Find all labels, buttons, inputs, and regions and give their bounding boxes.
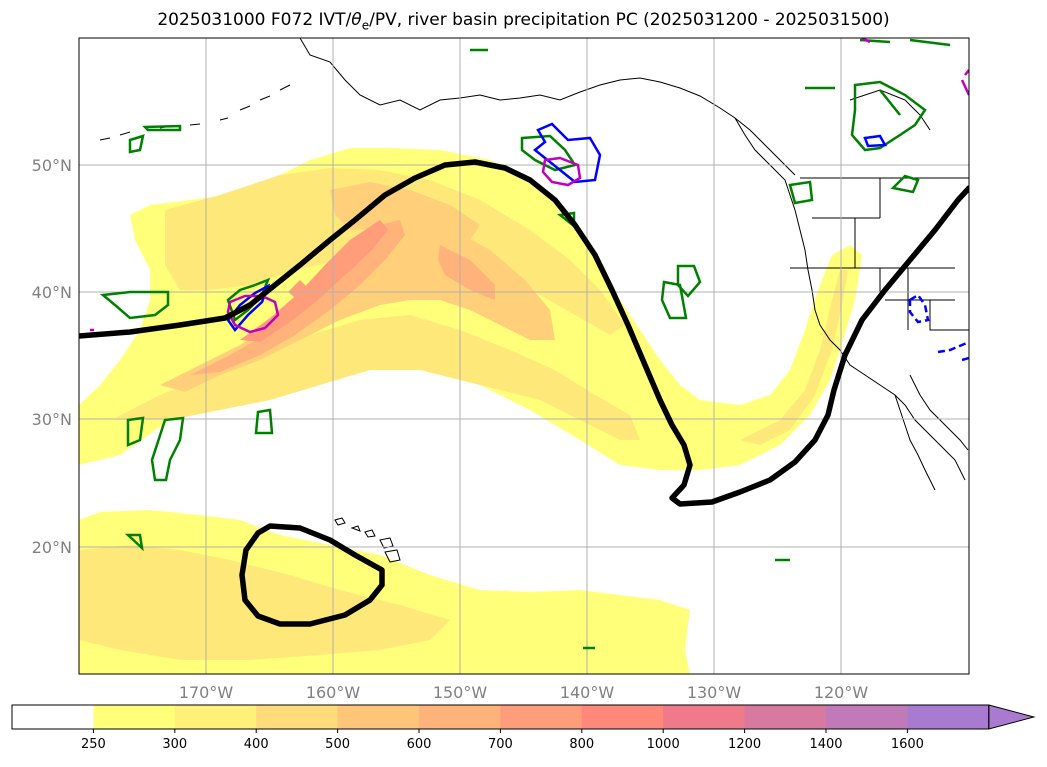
blue-contour-dashed bbox=[908, 293, 930, 324]
map-title: 2025031000 F072 IVT/θe/PV, river basin p… bbox=[0, 10, 1047, 32]
colorbar-tick-label: 1200 bbox=[728, 737, 761, 752]
lon-label-120w: 120°W bbox=[814, 683, 869, 702]
green-contour bbox=[676, 264, 702, 298]
magenta-contour bbox=[90, 38, 871, 332]
magenta-contour bbox=[226, 294, 280, 334]
green-contour bbox=[470, 38, 951, 90]
lon-label-160w: 160°W bbox=[306, 683, 361, 702]
pv-contours bbox=[79, 159, 969, 627]
title-theta: θ bbox=[351, 10, 362, 30]
colorbar-tick-label: 1400 bbox=[809, 737, 842, 752]
green-contour bbox=[99, 290, 170, 320]
colorbar-segment bbox=[581, 705, 664, 729]
title-prefix: 2025031000 F072 IVT/ bbox=[157, 10, 352, 30]
title-theta-subscript: e bbox=[361, 18, 370, 33]
green-contour bbox=[126, 416, 145, 447]
hudson-bay-coast bbox=[849, 89, 931, 131]
colorbar-segment bbox=[93, 705, 176, 729]
colorbar-segment bbox=[174, 705, 257, 729]
colorbar-segment bbox=[419, 705, 501, 729]
colorbar-tick-label: 400 bbox=[244, 737, 269, 752]
lon-label-150w: 150°W bbox=[433, 683, 488, 702]
blue-contour-dashed bbox=[937, 340, 969, 362]
state-boundaries bbox=[790, 178, 969, 331]
colorbar: 250 300 400 500 600 700 800 1000 1200 1400 1600 bbox=[11, 704, 1036, 752]
ivt-fill-spot-5 bbox=[288, 280, 310, 300]
colorbar-segment bbox=[744, 705, 827, 729]
colorbar-tick-label: 1600 bbox=[891, 737, 924, 752]
coastlines bbox=[99, 38, 969, 563]
colorbar-tick-label: 800 bbox=[569, 737, 594, 752]
green-contour bbox=[520, 134, 578, 172]
longitude-labels: 170°W 160°W 150°W 140°W 130°W 120°W bbox=[179, 683, 869, 702]
magenta-contours bbox=[90, 38, 969, 334]
green-contour bbox=[124, 533, 144, 552]
green-contour bbox=[583, 558, 790, 650]
colorbar-segment bbox=[826, 705, 908, 729]
green-contour bbox=[254, 408, 274, 435]
colorbar-extend-arrow bbox=[988, 704, 1036, 730]
blue-contour bbox=[863, 134, 888, 148]
map-frame bbox=[78, 37, 970, 675]
colorbar-segment bbox=[256, 705, 339, 729]
green-contour bbox=[890, 174, 920, 194]
colorbar-segment bbox=[12, 705, 94, 729]
hawaii-islands bbox=[334, 517, 401, 563]
ivt-fill-layer-2 bbox=[79, 168, 848, 660]
blue-contours bbox=[226, 122, 969, 362]
lat-label-20n: 20°N bbox=[32, 538, 72, 557]
colorbar-tick-label: 300 bbox=[162, 737, 187, 752]
colorbar-tick-label: 1000 bbox=[647, 737, 680, 752]
magenta-contour bbox=[541, 156, 582, 187]
colorbar-segment bbox=[337, 705, 420, 729]
colorbar-segment bbox=[500, 705, 583, 729]
colorbar-tick-label: 500 bbox=[325, 737, 350, 752]
baja-coastline bbox=[894, 394, 936, 491]
colorbar-tick-label: 700 bbox=[488, 737, 513, 752]
green-contour bbox=[150, 416, 185, 482]
ivt-fill-upper-3 bbox=[330, 182, 480, 240]
colorbar-tick-label: 600 bbox=[407, 737, 432, 752]
lon-label-140w: 140°W bbox=[560, 683, 615, 702]
pv-contour-main bbox=[79, 159, 969, 507]
lon-label-130w: 130°W bbox=[687, 683, 742, 702]
gridlines bbox=[79, 38, 969, 674]
green-contour bbox=[850, 80, 927, 152]
title-suffix: /PV, river basin precipitation PC (20250… bbox=[369, 10, 890, 30]
lat-label-40n: 40°N bbox=[32, 283, 72, 302]
green-contour bbox=[660, 280, 688, 320]
magenta-contour bbox=[960, 69, 969, 96]
colorbar-segment bbox=[907, 705, 990, 729]
colorbar-segment bbox=[663, 705, 746, 729]
green-contour bbox=[128, 124, 182, 154]
map-plot-area bbox=[79, 38, 969, 674]
blue-contour bbox=[532, 122, 602, 184]
lon-label-170w: 170°W bbox=[179, 683, 234, 702]
alaska-coastline bbox=[299, 38, 796, 176]
ivt-fill-core-5 bbox=[240, 220, 388, 342]
green-contours bbox=[99, 38, 951, 650]
ivt-fill-core-2 bbox=[115, 168, 640, 440]
pv-contour-hawaii-loop bbox=[239, 523, 385, 627]
lat-label-30n: 30°N bbox=[32, 410, 72, 429]
ivt-fill-layer-5 bbox=[240, 220, 388, 342]
lat-label-50n: 50°N bbox=[32, 156, 72, 175]
gulf-of-california-coast bbox=[909, 374, 969, 451]
green-contour bbox=[788, 180, 814, 205]
ivt-fill-east-2 bbox=[740, 270, 848, 445]
latitude-labels: 50°N 40°N 30°N 20°N bbox=[32, 156, 72, 557]
colorbar-tick-label: 250 bbox=[81, 737, 106, 752]
ivt-fill-south-2 bbox=[79, 545, 450, 660]
bc-coastline bbox=[734, 117, 966, 481]
